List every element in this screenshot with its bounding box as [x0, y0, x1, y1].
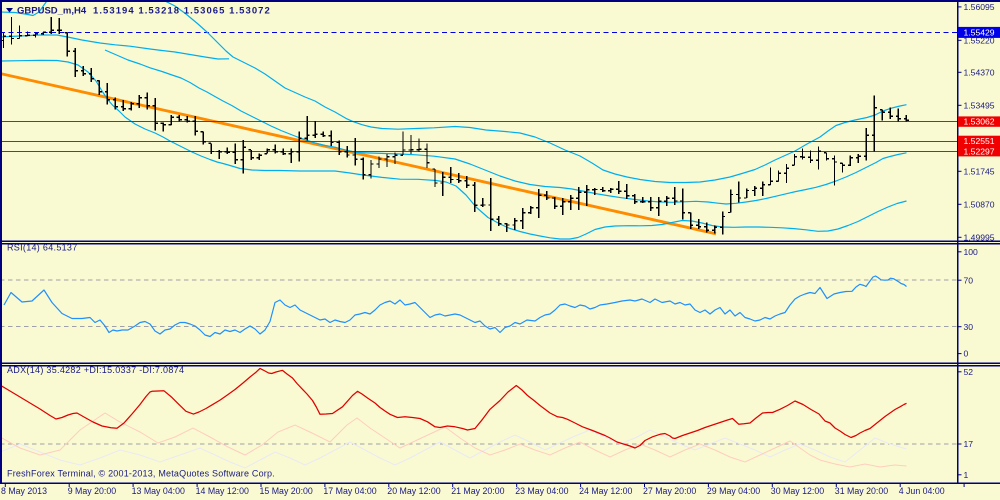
svg-text:20 May 12:00: 20 May 12:00: [387, 486, 440, 496]
svg-text:GBPUSD_m,H4: GBPUSD_m,H4: [17, 6, 87, 17]
svg-text:1.52297: 1.52297: [964, 146, 995, 156]
svg-text:1: 1: [964, 470, 969, 480]
svg-text:100: 100: [964, 247, 979, 257]
svg-text:1.51745: 1.51745: [964, 166, 995, 176]
svg-text:30 May 12:00: 30 May 12:00: [771, 486, 824, 496]
svg-text:17 May 04:00: 17 May 04:00: [323, 486, 376, 496]
svg-text:23 May 04:00: 23 May 04:00: [515, 486, 568, 496]
svg-text:1.50870: 1.50870: [964, 199, 995, 209]
svg-text:4 Jun 04:00: 4 Jun 04:00: [899, 486, 945, 496]
svg-text:FreshForex Terminal, © 2001-20: FreshForex Terminal, © 2001-2013, MetaQu…: [7, 469, 275, 479]
svg-text:1.49995: 1.49995: [964, 232, 995, 242]
svg-text:1.53495: 1.53495: [964, 100, 995, 110]
svg-text:17: 17: [964, 439, 974, 449]
svg-text:52: 52: [964, 367, 974, 377]
svg-text:29 May 04:00: 29 May 04:00: [707, 486, 760, 496]
svg-text:30: 30: [964, 322, 974, 332]
svg-text:9 May 20:00: 9 May 20:00: [68, 486, 117, 496]
svg-text:27 May 20:00: 27 May 20:00: [643, 486, 696, 496]
svg-text:1.53062: 1.53062: [964, 117, 995, 127]
svg-text:1.55220: 1.55220: [964, 35, 995, 45]
svg-text:13 May 04:00: 13 May 04:00: [132, 486, 185, 496]
svg-text:1.52551: 1.52551: [964, 136, 995, 146]
svg-text:15 May 20:00: 15 May 20:00: [260, 486, 313, 496]
svg-text:8 May 2013: 8 May 2013: [1, 486, 47, 496]
svg-text:ADX(14) 35.4282 +DI:15.0337 -D: ADX(14) 35.4282 +DI:15.0337 -DI:7.0874: [7, 365, 184, 375]
svg-text:RSI(14) 64.5137: RSI(14) 64.5137: [7, 243, 78, 253]
svg-text:0: 0: [964, 349, 969, 359]
svg-text:21 May 20:00: 21 May 20:00: [451, 486, 504, 496]
svg-text:1.55429: 1.55429: [964, 28, 995, 38]
svg-text:1.56095: 1.56095: [964, 2, 995, 12]
svg-text:31 May 20:00: 31 May 20:00: [835, 486, 888, 496]
svg-text:1.53194 1.53218 1.53065 1.5307: 1.53194 1.53218 1.53065 1.53072: [93, 6, 271, 17]
svg-text:70: 70: [964, 275, 974, 285]
svg-text:14 May 12:00: 14 May 12:00: [196, 486, 249, 496]
svg-text:24 May 12:00: 24 May 12:00: [579, 486, 632, 496]
svg-text:1.54370: 1.54370: [964, 67, 995, 77]
